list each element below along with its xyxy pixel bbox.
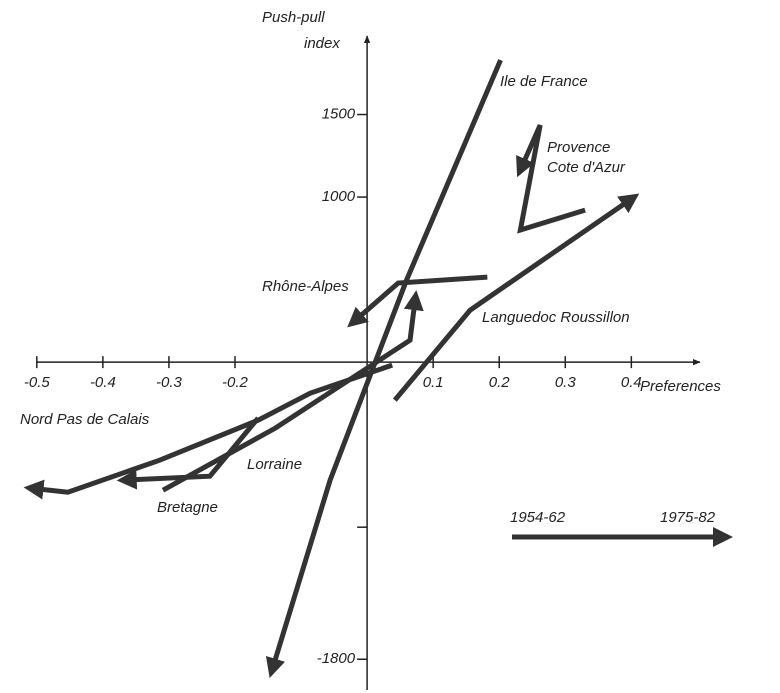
x-tick-label: -0.2 [222, 374, 249, 391]
series-label: Languedoc Roussillon [482, 309, 630, 326]
series-line [347, 274, 488, 328]
y-tick-label: -1800 [317, 650, 356, 667]
x-tick-label: -0.3 [156, 374, 183, 391]
x-tick-label: 0.1 [423, 374, 444, 391]
y-tick-label: 1000 [322, 188, 356, 205]
series-line [392, 193, 640, 402]
series-label: Nord Pas de Calais [20, 411, 150, 428]
series-label: Bretagne [157, 499, 218, 516]
x-axis-label: Preferences [640, 378, 721, 395]
series-line [161, 290, 424, 493]
series-label: Rhône-Alpes [262, 278, 349, 295]
series-label: Provence Cote d'Azur [547, 139, 626, 176]
legend-start: 1954-62 [510, 509, 566, 526]
series-label: Lorraine [247, 456, 302, 473]
y-axis-label: Push-pull index [262, 9, 340, 52]
series-label-line: Provence [547, 139, 610, 156]
x-tick-label: 0.4 [621, 374, 642, 391]
series-label-line: Cote d'Azur [547, 159, 626, 176]
y-axis-label-line: index [304, 35, 340, 52]
series-line [265, 59, 503, 678]
series-label: Ile de France [500, 73, 588, 90]
y-axis-label-line: Push-pull [262, 9, 325, 26]
x-tick-label: -0.4 [90, 374, 116, 391]
legend-end: 1975-82 [660, 509, 716, 526]
series-line [116, 416, 261, 490]
series-line [516, 124, 586, 234]
series-line [23, 362, 394, 500]
y-tick-label: 1500 [322, 106, 356, 123]
x-tick-label: 0.3 [555, 374, 577, 391]
x-tick-label: -0.5 [24, 374, 51, 391]
x-tick-label: 0.2 [489, 374, 511, 391]
